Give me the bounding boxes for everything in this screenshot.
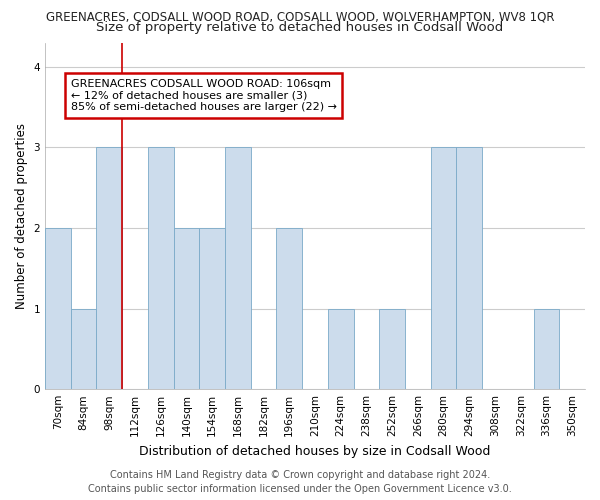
Bar xyxy=(431,148,457,389)
Bar xyxy=(457,148,482,389)
Bar xyxy=(277,228,302,389)
Bar xyxy=(225,148,251,389)
Text: Size of property relative to detached houses in Codsall Wood: Size of property relative to detached ho… xyxy=(97,21,503,34)
Bar xyxy=(97,148,122,389)
Bar xyxy=(199,228,225,389)
Bar xyxy=(379,308,405,389)
Bar xyxy=(173,228,199,389)
Bar xyxy=(148,148,173,389)
Y-axis label: Number of detached properties: Number of detached properties xyxy=(15,123,28,309)
Text: Contains HM Land Registry data © Crown copyright and database right 2024.
Contai: Contains HM Land Registry data © Crown c… xyxy=(88,470,512,494)
Bar xyxy=(71,308,97,389)
Text: GREENACRES, CODSALL WOOD ROAD, CODSALL WOOD, WOLVERHAMPTON, WV8 1QR: GREENACRES, CODSALL WOOD ROAD, CODSALL W… xyxy=(46,11,554,24)
Bar xyxy=(45,228,71,389)
Bar xyxy=(533,308,559,389)
X-axis label: Distribution of detached houses by size in Codsall Wood: Distribution of detached houses by size … xyxy=(139,444,491,458)
Bar xyxy=(328,308,353,389)
Text: GREENACRES CODSALL WOOD ROAD: 106sqm
← 12% of detached houses are smaller (3)
85: GREENACRES CODSALL WOOD ROAD: 106sqm ← 1… xyxy=(71,79,337,112)
